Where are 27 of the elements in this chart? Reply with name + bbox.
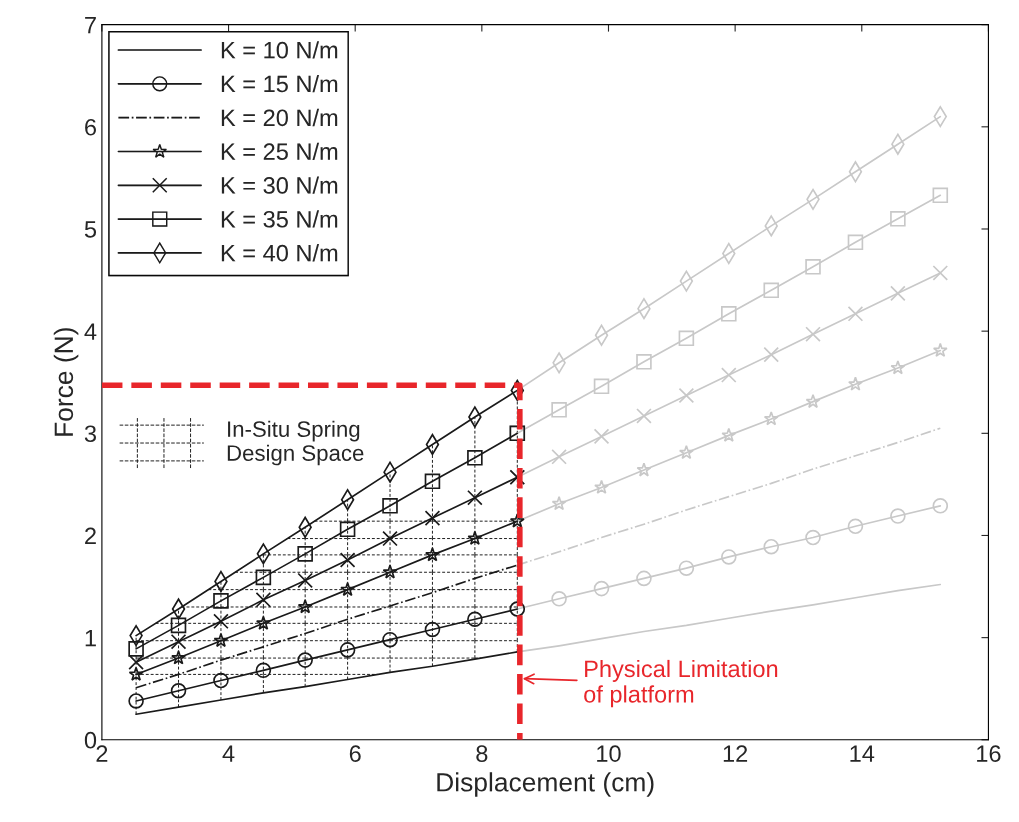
x-tick-label: 10	[597, 745, 621, 762]
y-tick-label: 0	[84, 731, 97, 749]
y-tick-label: 1	[85, 629, 96, 647]
legend-label: K = 10 N/m	[221, 41, 338, 59]
x-tick-label: 14	[850, 745, 875, 762]
legend-label: K = 25 N/m	[221, 142, 338, 160]
legend-label: K = 40 N/m	[221, 244, 338, 262]
x-tick-label: 16	[977, 745, 1001, 762]
y-axis-title: Force (N)	[53, 328, 79, 436]
x-tick-label: 6	[349, 745, 361, 762]
y-tick-label: 3	[84, 425, 96, 443]
y-tick-label: 7	[85, 16, 96, 34]
y-tick-label: 5	[84, 221, 97, 238]
y-tick-label: 4	[84, 323, 97, 340]
x-tick-label: 12	[723, 745, 748, 762]
annotation: Physical Limitation of platform	[584, 659, 778, 708]
annotation: In-Situ Spring Design Space	[227, 420, 364, 466]
legend-label: K = 30 N/m	[221, 176, 338, 194]
x-tick-label: 8	[476, 745, 488, 762]
x-tick-label: 2	[96, 745, 108, 762]
y-tick-label: 6	[85, 118, 96, 136]
y-tick-label: 2	[85, 527, 96, 545]
legend-label: K = 15 N/m	[221, 75, 338, 93]
x-tick-label: 4	[222, 745, 235, 762]
x-axis-title: Displacement (cm)	[437, 772, 654, 797]
legend-label: K = 35 N/m	[221, 210, 338, 228]
legend-label: K = 20 N/m	[221, 108, 338, 127]
